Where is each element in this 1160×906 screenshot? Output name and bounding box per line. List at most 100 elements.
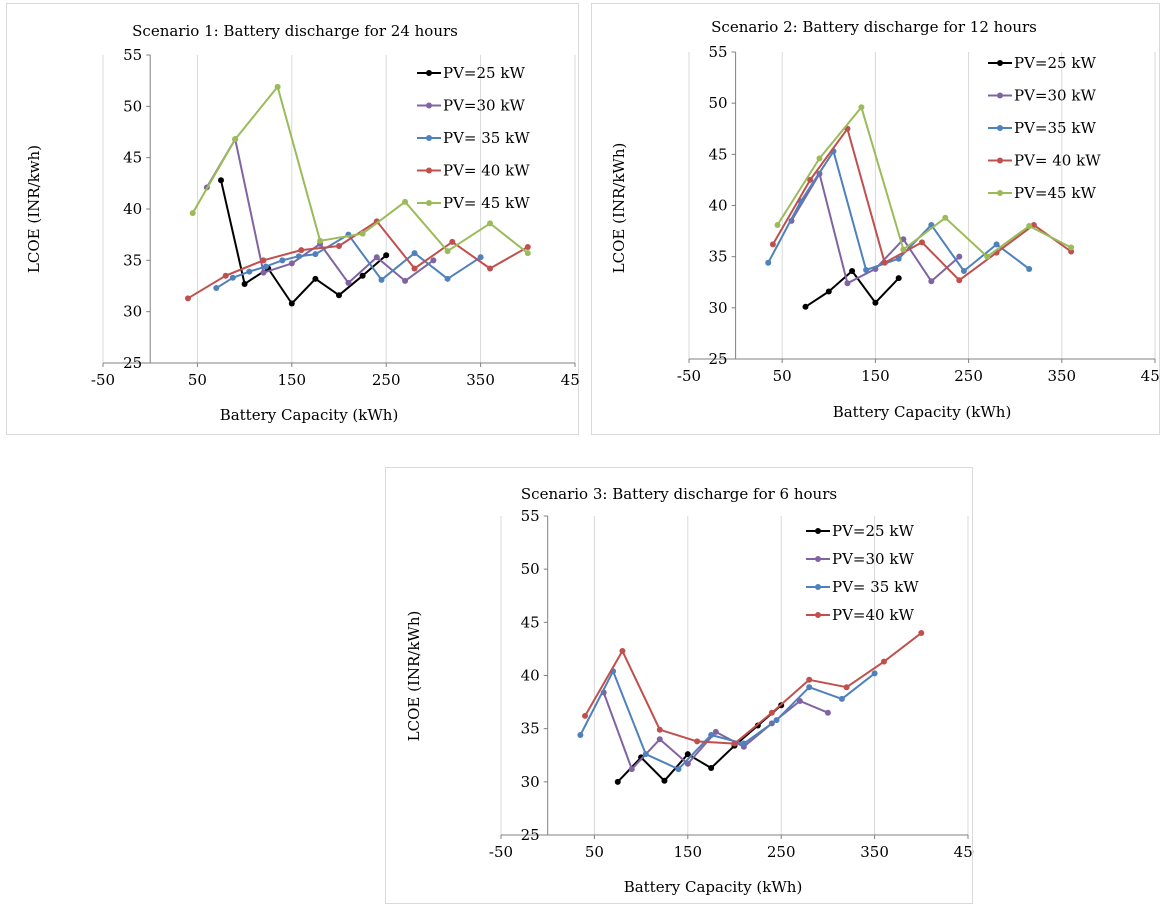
x-tick-label: 450 <box>561 371 580 389</box>
data-point-pv-45-kw <box>774 221 781 228</box>
legend-label-pv-30-kw: PV=30 kW <box>832 550 914 568</box>
data-point-pv-40-kw <box>524 243 531 250</box>
data-point-pv-35-kw <box>444 275 451 282</box>
legend-marker-pv-30-kw <box>426 102 432 109</box>
data-point-pv-40-kw <box>806 676 813 683</box>
data-point-pv-30-kw <box>712 728 719 735</box>
data-point-pv-35-kw <box>378 276 385 283</box>
y-tick-label: 45 <box>123 149 142 167</box>
y-tick-label: 45 <box>521 613 540 631</box>
legend-marker-pv-45-kw <box>997 190 1003 196</box>
chart-panel-scenario-1: Scenario 1: Battery discharge for 24 hou… <box>6 3 580 435</box>
x-tick-label: 150 <box>673 843 702 861</box>
data-point-pv-30-kw <box>656 736 663 743</box>
data-point-pv-40-kw <box>919 239 925 246</box>
x-tick-label: 250 <box>767 843 796 861</box>
chart-svg-scenario-1: Scenario 1: Battery discharge for 24 hou… <box>25 22 580 424</box>
y-axis-label: LCOE (INR/kWh) <box>405 611 423 742</box>
data-point-pv-30-kw <box>430 257 437 264</box>
legend-label-pv-45-kw: PV=45 kW <box>1014 184 1096 202</box>
legend-label-pv-30-kw: PV=30 kW <box>1014 87 1096 105</box>
data-point-pv-45-kw <box>942 214 949 221</box>
data-point-pv-45-kw <box>402 198 409 205</box>
x-tick-label: 150 <box>861 367 890 385</box>
data-point-pv-40-kw <box>184 295 191 302</box>
chart-svg-scenario-2: Scenario 2: Battery discharge for 12 hou… <box>610 18 1160 421</box>
y-tick-label: 35 <box>709 248 728 266</box>
data-point-pv-45-kw <box>1026 222 1033 229</box>
data-point-pv-40-kw <box>880 658 887 665</box>
legend-marker-pv-35-kw <box>997 125 1003 131</box>
x-tick-label: 350 <box>466 371 495 389</box>
y-tick-label: 40 <box>123 200 142 218</box>
x-tick-label: 450 <box>954 843 974 861</box>
legend-label-pv-35-kw: PV=35 kW <box>1014 119 1096 137</box>
data-point-pv-35-kw <box>295 253 302 260</box>
data-point-pv-40-kw <box>768 709 775 716</box>
x-tick-label: 450 <box>1141 367 1160 385</box>
x-tick-label: 150 <box>277 371 306 389</box>
legend-label-pv-25-kw: PV=25 kW <box>443 64 525 82</box>
data-point-pv-30-kw <box>288 260 295 267</box>
legend-label-pv-40-kw: PV=40 kW <box>832 606 914 624</box>
x-tick-label: -50 <box>489 843 513 861</box>
legend-marker-pv-25-kw <box>426 70 432 76</box>
y-tick-label: 25 <box>123 354 142 372</box>
data-point-pv-40-kw <box>298 247 305 254</box>
data-point-pv-40-kw <box>619 648 626 655</box>
data-point-pv-25-kw <box>849 267 856 274</box>
data-point-pv-45-kw <box>1068 244 1075 251</box>
data-point-pv-35-kw <box>577 732 584 739</box>
data-point-pv-40-kw <box>843 684 850 691</box>
data-point-pv-35-kw <box>871 670 878 677</box>
data-point-pv-40-kw <box>807 176 814 183</box>
y-tick-label: 55 <box>521 507 540 525</box>
data-point-pv-45-kw <box>189 210 196 217</box>
data-point-pv-40-kw <box>411 265 418 272</box>
y-tick-label: 40 <box>521 667 540 685</box>
data-point-pv-35-kw <box>740 740 747 747</box>
data-point-pv-35-kw <box>806 684 813 691</box>
data-point-pv-40-kw <box>694 738 701 745</box>
data-point-pv-45-kw <box>984 253 991 260</box>
legend-label-pv-35-kw: PV= 35 kW <box>443 129 530 147</box>
data-point-pv-45-kw <box>900 246 907 253</box>
data-point-pv-30-kw <box>345 279 352 286</box>
data-point-pv-35-kw <box>246 268 253 275</box>
y-tick-label: 30 <box>123 303 142 321</box>
legend-marker-pv-45-kw <box>426 200 432 206</box>
legend-marker-pv-40-kw <box>815 612 821 618</box>
data-point-pv-25-kw <box>895 275 902 282</box>
data-point-pv-35-kw <box>279 257 286 264</box>
data-point-pv-25-kw <box>218 177 224 184</box>
data-point-pv-25-kw <box>802 303 809 310</box>
x-tick-label: -50 <box>91 371 115 389</box>
data-point-pv-30-kw <box>956 253 963 260</box>
data-point-pv-35-kw <box>213 285 220 292</box>
series-line-pv-45-kw <box>776 106 1072 258</box>
y-tick-label: 25 <box>709 350 728 368</box>
y-tick-label: 35 <box>521 720 540 738</box>
y-tick-label: 30 <box>709 299 728 317</box>
data-point-pv-40-kw <box>881 259 888 266</box>
legend-label-pv-25-kw: PV=25 kW <box>832 522 914 540</box>
data-point-pv-40-kw <box>769 241 776 248</box>
legend-marker-pv-30-kw <box>815 556 821 562</box>
data-point-pv-35-kw <box>312 251 319 258</box>
chart-title: Scenario 1: Battery discharge for 24 hou… <box>132 22 458 40</box>
x-axis-label: Battery Capacity (kWh) <box>624 878 803 896</box>
data-point-pv-35-kw <box>1026 265 1033 272</box>
data-point-pv-25-kw <box>241 280 248 287</box>
data-point-pv-35-kw <box>765 259 772 266</box>
data-point-pv-35-kw <box>838 695 845 702</box>
data-point-pv-35-kw <box>960 267 967 274</box>
data-point-pv-25-kw <box>383 252 390 259</box>
data-point-pv-45-kw <box>359 230 366 237</box>
data-point-pv-45-kw <box>524 250 531 257</box>
data-point-pv-30-kw <box>373 254 380 261</box>
y-tick-label: 45 <box>709 145 728 163</box>
data-point-pv-30-kw <box>928 278 935 285</box>
data-point-pv-35-kw <box>675 766 682 773</box>
legend-label-pv-30-kw: PV=30 kW <box>443 97 525 115</box>
chart-title: Scenario 2: Battery discharge for 12 hou… <box>711 18 1037 36</box>
